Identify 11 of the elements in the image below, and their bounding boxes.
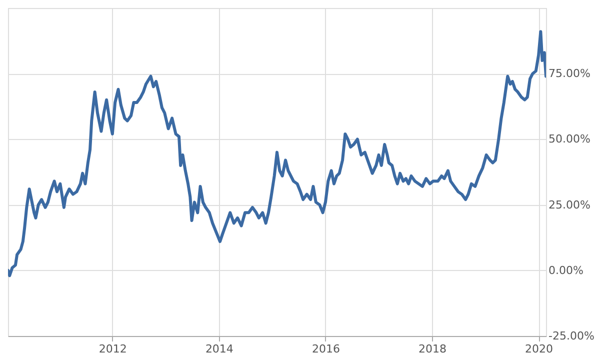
x-tick-label: 2012 — [98, 342, 127, 356]
x-tick-label: 2018 — [418, 342, 447, 356]
y-tick-label: 25.00% — [548, 198, 590, 212]
y-tick-label: 0.00% — [548, 264, 584, 277]
line-series — [8, 30, 546, 278]
x-tick-label: 2016 — [312, 342, 340, 356]
y-tick-label: -25.00% — [548, 330, 594, 342]
x-tick-label: 2020 — [525, 342, 554, 356]
y-tick-label: 50.00% — [548, 132, 590, 146]
x-tick-label: 2014 — [205, 342, 234, 356]
y-tick-label: 75.00% — [548, 67, 590, 80]
